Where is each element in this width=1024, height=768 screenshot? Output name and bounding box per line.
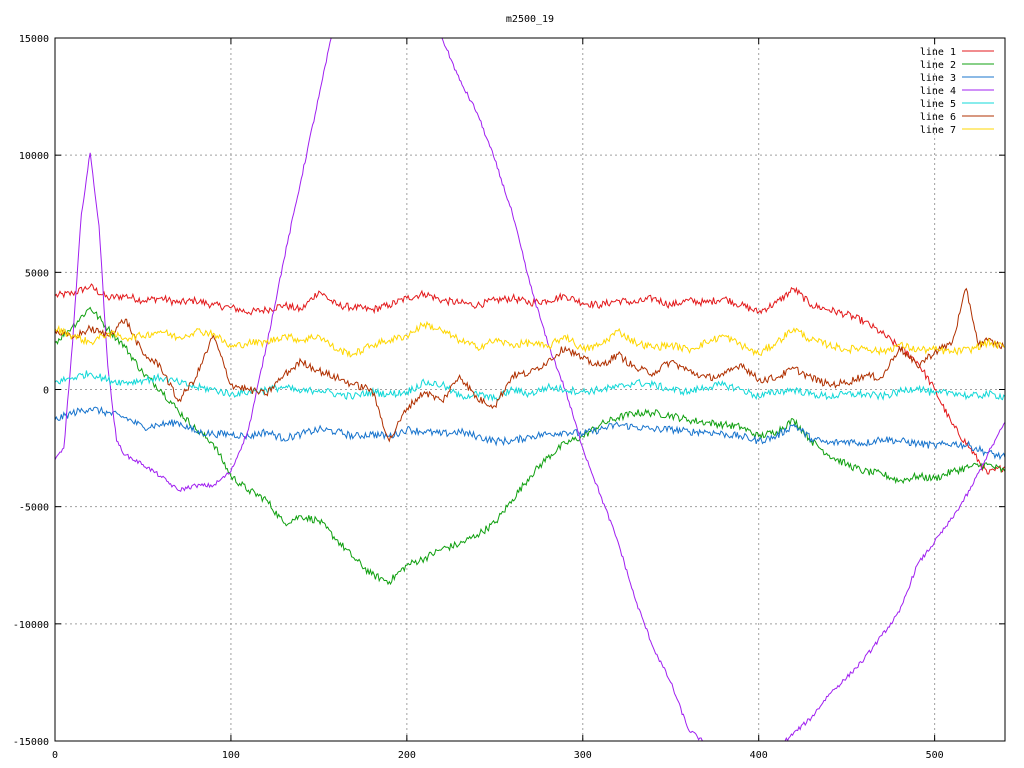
y-tick-label: 0 [43, 386, 49, 397]
y-tick-label: -15000 [13, 737, 49, 748]
series-line-6 [55, 287, 1005, 443]
series-line-1 [55, 283, 1005, 475]
y-axis: -15000 -10000 -5000 0 5000 10000 15000 [13, 34, 1005, 748]
y-tick-label: 5000 [25, 268, 49, 279]
x-tick-label: 500 [926, 750, 944, 761]
legend-label: line 4 [920, 86, 956, 97]
y-tick-label: 15000 [19, 34, 49, 45]
x-tick-label: 200 [398, 750, 416, 761]
y-tick-label: 10000 [19, 151, 49, 162]
legend-label: line 2 [920, 60, 956, 71]
series-line-5 [55, 370, 1005, 402]
series-line-4 [55, 38, 1005, 741]
series-group [55, 38, 1005, 741]
legend-label: line 6 [920, 112, 956, 123]
legend-label: line 1 [920, 47, 956, 58]
series-line-3 [55, 405, 1005, 461]
legend: line 1 line 2 line 3 line 4 line 5 line 6 line… [920, 47, 994, 136]
x-tick-label: 0 [52, 750, 58, 761]
x-axis: 0 100 200 300 400 500 [52, 38, 944, 761]
y-tick-label: -5000 [19, 503, 49, 514]
legend-label: line 5 [920, 99, 956, 110]
y-tick-label: -10000 [13, 620, 49, 631]
x-tick-label: 100 [222, 750, 240, 761]
series-line-7 [55, 320, 1005, 358]
grid [55, 38, 1005, 741]
legend-label: line 7 [920, 125, 956, 136]
series-line-2 [55, 306, 1005, 586]
chart-title: m2500_19 [506, 14, 554, 25]
x-tick-label: 400 [750, 750, 768, 761]
legend-label: line 3 [920, 73, 956, 84]
x-tick-label: 300 [574, 750, 592, 761]
